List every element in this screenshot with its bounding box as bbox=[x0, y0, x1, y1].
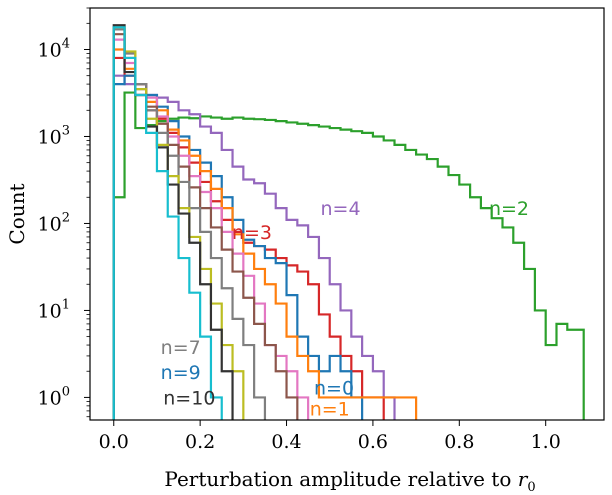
label-n-9: n=9 bbox=[161, 362, 201, 384]
series-n-9 bbox=[112, 26, 223, 420]
y-tick-label: 103 bbox=[38, 123, 70, 148]
x-axis-title: Perturbation amplitude relative to r0 bbox=[164, 467, 535, 495]
y-tick-label: 104 bbox=[38, 36, 70, 61]
series-n-1 bbox=[112, 48, 418, 420]
x-axis-title-symbol: r bbox=[518, 467, 529, 491]
x-axis-title-subscript: 0 bbox=[527, 480, 535, 495]
label-n-0: n=0 bbox=[314, 378, 354, 400]
x-axis-title-text: Perturbation amplitude relative to bbox=[164, 467, 517, 491]
label-n-10: n=10 bbox=[163, 387, 215, 409]
label-n-3: n=3 bbox=[232, 222, 272, 244]
y-tick-label: 102 bbox=[38, 210, 70, 235]
x-tick-label: 0.8 bbox=[444, 431, 474, 453]
y-axis-ticks: 100 101 102 103 104 bbox=[38, 7, 90, 418]
label-n-7: n=7 bbox=[161, 337, 201, 359]
series-layer bbox=[112, 24, 585, 420]
label-n-4: n=4 bbox=[320, 198, 360, 220]
x-axis-ticks: 0.0 0.2 0.4 0.6 0.8 1.0 bbox=[99, 420, 561, 453]
series-n-0 bbox=[112, 74, 364, 420]
series-n-2 bbox=[112, 91, 585, 420]
label-n-2: n=2 bbox=[489, 198, 529, 220]
annotation-layer: n=2 n=4 n=3 n=7 n=9 n=10 n=0n=1 bbox=[161, 198, 529, 420]
label-n-1: n=1 bbox=[310, 398, 350, 420]
y-tick-label: 101 bbox=[38, 297, 70, 322]
x-tick-label: 0.4 bbox=[271, 431, 301, 453]
x-tick-label: 1.0 bbox=[531, 431, 561, 453]
y-tick-label: 100 bbox=[38, 384, 70, 409]
y-axis-title: Count bbox=[5, 183, 29, 244]
x-tick-label: 0.2 bbox=[185, 431, 215, 453]
plot-frame bbox=[89, 7, 605, 421]
x-tick-label: 0.6 bbox=[358, 431, 388, 453]
series-n-10 bbox=[112, 24, 234, 420]
x-tick-label: 0.0 bbox=[99, 431, 129, 453]
